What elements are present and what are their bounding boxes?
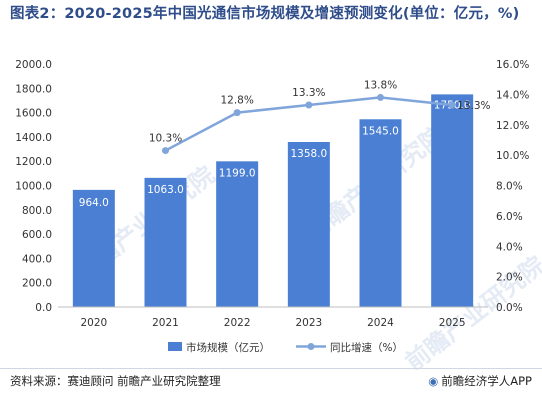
legend-line-marker — [307, 343, 315, 350]
bar-value-label: 1358.0 — [290, 148, 327, 160]
x-axis-tick-label: 2021 — [152, 317, 179, 329]
left-axis-tick-label: 1800.0 — [15, 83, 52, 95]
right-axis-tick-label: 16.0% — [496, 59, 529, 71]
brand-logo-icon: ◉ — [428, 374, 439, 388]
x-axis-tick-label: 2023 — [295, 317, 322, 329]
legend-bar-swatch — [168, 342, 182, 351]
brand-credit: ◉ 前瞻经济学人APP — [428, 373, 532, 389]
bar-value-label: 964.0 — [79, 197, 109, 209]
bar — [216, 161, 259, 307]
right-axis-tick-label: 12.0% — [496, 120, 529, 132]
growth-rate-label: 13.3% — [457, 100, 490, 112]
left-axis-tick-label: 0.0 — [35, 302, 52, 314]
left-axis-tick-label: 1600.0 — [15, 108, 52, 120]
growth-rate-point — [233, 109, 241, 117]
right-axis-tick-label: 14.0% — [496, 89, 529, 101]
x-axis-tick-label: 2024 — [367, 317, 394, 329]
left-axis-tick-label: 600.0 — [22, 229, 52, 241]
bar — [359, 119, 402, 307]
growth-rate-point — [377, 93, 384, 101]
growth-rate-point — [162, 147, 169, 155]
bar-value-label: 1063.0 — [147, 184, 184, 196]
growth-rate-point — [448, 101, 456, 109]
growth-rate-label: 12.8% — [220, 95, 253, 107]
right-axis-tick-label: 6.0% — [496, 211, 523, 223]
growth-rate-label: 10.3% — [149, 133, 182, 145]
growth-rate-point — [305, 101, 313, 109]
legend-bar-label: 市场规模（亿元） — [186, 341, 270, 354]
right-axis-tick-label: 10.0% — [496, 150, 529, 162]
right-axis-tick-label: 4.0% — [496, 241, 523, 253]
footer-divider — [0, 368, 542, 369]
x-axis-tick-label: 2020 — [80, 317, 107, 329]
left-axis-tick-label: 1000.0 — [15, 181, 52, 193]
source-note: 资料来源：赛迪顾问 前瞻产业研究院整理 — [10, 374, 221, 388]
left-axis-tick-label: 800.0 — [22, 205, 52, 217]
chart-title: 图表2：2020-2025年中国光通信市场规模及增速预测变化(单位：亿元，%) — [10, 6, 520, 22]
growth-rate-label: 13.3% — [292, 87, 325, 99]
left-axis-tick-label: 1200.0 — [15, 156, 52, 168]
brand-name: 前瞻经济学人APP — [441, 374, 532, 388]
left-axis-tick-label: 400.0 — [22, 253, 52, 265]
left-axis-tick-label: 200.0 — [22, 278, 52, 290]
legend-line-label: 同比增速（%） — [330, 341, 403, 354]
left-axis-tick-label: 1400.0 — [15, 132, 52, 144]
bar — [287, 142, 330, 307]
right-axis-tick-label: 2.0% — [496, 272, 523, 284]
bar — [144, 177, 187, 307]
left-axis-tick-label: 2000.0 — [15, 59, 52, 71]
chart: 前瞻产业研究院前瞻产业研究院前瞻产业研究院 0.0200.0400.0600.0… — [15, 59, 542, 370]
right-axis-tick-label: 0.0% — [496, 302, 523, 314]
bar-value-label: 1199.0 — [219, 167, 256, 179]
right-axis-tick-label: 8.0% — [496, 181, 523, 193]
bar — [431, 94, 474, 307]
growth-rate-label: 13.8% — [364, 79, 397, 91]
bar-value-label: 1545.0 — [362, 125, 399, 137]
x-axis-tick-label: 2022 — [224, 317, 251, 329]
x-axis-tick-label: 2025 — [439, 317, 466, 329]
bar — [72, 189, 115, 307]
